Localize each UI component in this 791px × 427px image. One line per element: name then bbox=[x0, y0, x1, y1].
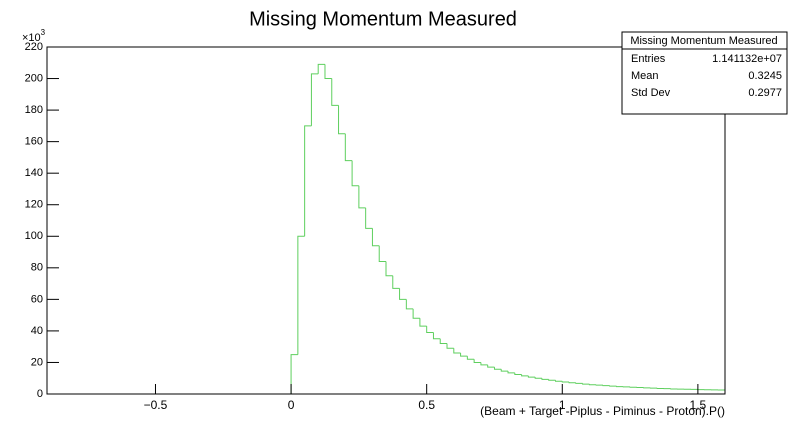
histogram-bin bbox=[521, 374, 529, 377]
histogram-bin bbox=[568, 382, 576, 384]
y-multiplier-exponent: 3 bbox=[41, 28, 46, 37]
histogram-bin bbox=[310, 73, 319, 126]
stats-box-frame bbox=[621, 31, 788, 115]
histogram-bin bbox=[541, 378, 549, 380]
stats-title: Missing Momentum Measured bbox=[630, 35, 777, 47]
histogram-bin bbox=[561, 381, 570, 383]
y-tick-label: 180 bbox=[25, 104, 43, 116]
histogram-bin bbox=[412, 308, 420, 319]
y-multiplier: ×103 bbox=[22, 28, 46, 44]
histogram-bin bbox=[534, 377, 542, 379]
x-tick-label: 0.5 bbox=[418, 398, 435, 412]
histogram-bin bbox=[290, 354, 298, 394]
y-tick-label: 60 bbox=[31, 293, 43, 305]
histogram-bin bbox=[473, 359, 481, 363]
stats-name: Std Dev bbox=[631, 87, 671, 99]
stats-value: 0.2977 bbox=[748, 87, 782, 99]
stats-name: Mean bbox=[631, 70, 659, 82]
histogram-bin bbox=[317, 63, 325, 74]
histogram-bin bbox=[446, 343, 454, 349]
stats-box: Missing Momentum Measured Entries 1.1411… bbox=[621, 31, 788, 115]
y-tick-label: 100 bbox=[25, 230, 43, 242]
histogram-bin bbox=[338, 105, 346, 135]
y-tick-label: 160 bbox=[25, 136, 43, 148]
x-tick-label: 1 bbox=[559, 398, 566, 412]
y-tick-label: 0 bbox=[37, 388, 43, 400]
stats-value: 0.3245 bbox=[748, 70, 782, 82]
histogram-bin bbox=[460, 352, 468, 357]
histogram-bin bbox=[588, 384, 597, 386]
y-tick-label: 40 bbox=[31, 325, 43, 337]
histogram-bin bbox=[331, 78, 339, 106]
y-tick-label: 80 bbox=[31, 262, 43, 274]
chart-title: Missing Momentum Measured bbox=[249, 8, 517, 30]
y-tick-label: 120 bbox=[25, 199, 43, 211]
histogram-bin bbox=[351, 160, 359, 187]
histogram-bin bbox=[582, 383, 590, 385]
plot-frame bbox=[46, 46, 726, 395]
x-tick-label: 1.5 bbox=[690, 398, 707, 412]
histogram-bin bbox=[555, 380, 563, 382]
x-tick-label: 0 bbox=[288, 398, 295, 412]
histogram-bin bbox=[480, 362, 488, 366]
histogram-bin bbox=[324, 64, 332, 80]
histogram-bin bbox=[493, 367, 502, 370]
histogram-bin bbox=[392, 275, 400, 289]
histogram-bin bbox=[399, 288, 407, 300]
histogram-bin bbox=[466, 356, 475, 360]
x-axis-label: (Beam + Target -Piplus - Piminus - Proto… bbox=[480, 404, 725, 418]
histogram-bin bbox=[344, 133, 353, 162]
histogram-bin bbox=[385, 261, 393, 277]
histogram-bin bbox=[358, 185, 366, 209]
histogram-bin bbox=[548, 379, 556, 381]
histogram-bin bbox=[500, 369, 509, 372]
histogram-bin bbox=[432, 332, 441, 340]
y-tick-label: 220 bbox=[25, 41, 43, 53]
histogram-bin bbox=[371, 228, 380, 247]
histogram-bin bbox=[304, 125, 312, 237]
histogram-bin bbox=[297, 235, 305, 355]
histogram-bin bbox=[575, 382, 583, 384]
histogram-bin bbox=[405, 299, 414, 310]
histogram-bin bbox=[514, 372, 522, 375]
y-tick-label: 20 bbox=[31, 356, 43, 368]
x-tick-label: −0.5 bbox=[144, 398, 168, 412]
histogram-bin bbox=[419, 318, 427, 327]
y-tick-label: 200 bbox=[25, 72, 43, 84]
histogram-bin bbox=[426, 326, 434, 333]
y-multiplier-base: ×10 bbox=[22, 32, 41, 44]
y-tick-label: 140 bbox=[25, 167, 43, 179]
histogram-bin bbox=[365, 207, 373, 229]
stats-value: 1.141132e+07 bbox=[712, 53, 782, 65]
histogram-bin bbox=[378, 245, 386, 263]
histogram-bin bbox=[527, 375, 536, 378]
histogram-bin bbox=[439, 338, 448, 345]
stats-name: Entries bbox=[631, 53, 666, 65]
histogram-bin bbox=[453, 348, 461, 354]
histogram-bin bbox=[507, 371, 515, 374]
histogram-bin bbox=[487, 364, 495, 368]
